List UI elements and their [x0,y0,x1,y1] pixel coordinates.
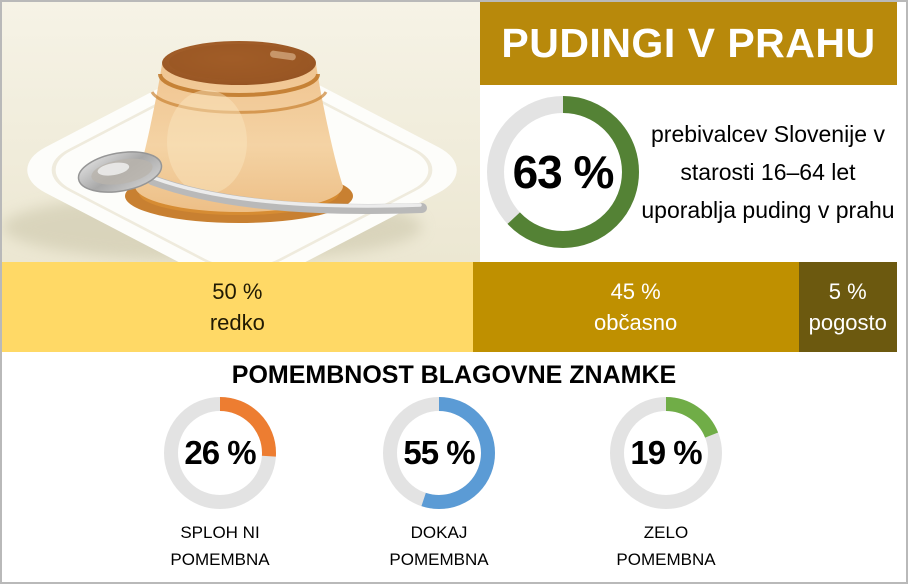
segment-percent: 50 % [212,278,263,304]
importance-percent-value: 55 % [403,434,475,471]
importance-section: POMEMBNOST BLAGOVNE ZNAMKE 26 % SPLOH NI… [2,361,906,582]
importance-item-dokaj: 55 % DOKAJ POMEMBNA [363,397,515,573]
frequency-segment-redko: 50 % redko [2,262,473,352]
top-right-panel: PUDINGI V PRAHU 63 % prebivalcev Sloveni… [480,2,906,262]
donut-ring [487,96,639,248]
importance-percent-value: 19 % [630,434,702,471]
frequency-band: 50 % redko 45 % občasno 5 % pogosto [2,262,897,352]
donut-ring [610,397,722,509]
segment-label: pogosto [808,309,887,335]
segment-percent: 5 % [828,278,867,304]
donut-ring [164,397,276,509]
usage-percent-value: 63 % [512,146,615,198]
page-title: PUDINGI V PRAHU [501,20,876,66]
usage-description: prebivalcev Slovenije v starosti 16–64 l… [641,121,895,223]
importance-item-sploh-ni: 26 % SPLOH NI POMEMBNA [144,397,296,573]
caramel-pudding-illustration [2,2,480,262]
importance-donut-chart: 55 % [383,397,495,509]
page-title-banner: PUDINGI V PRAHU [480,2,897,85]
importance-donut-row: 26 % SPLOH NI POMEMBNA 55 % DOKAJ POMEMB… [2,397,906,573]
segment-label: občasno [594,309,678,335]
importance-label: ZELO POMEMBNA [616,523,716,569]
importance-donut-chart: 19 % [610,397,722,509]
segment-percent: 45 % [610,278,661,304]
importance-percent-value: 26 % [184,434,256,471]
caramel-pudding-photo [2,2,480,262]
importance-item-zelo: 19 % ZELO POMEMBNA [590,397,742,573]
importance-donut-chart: 26 % [164,397,276,509]
importance-label: DOKAJ POMEMBNA [389,523,489,569]
importance-title: POMEMBNOST BLAGOVNE ZNAMKE [231,361,677,389]
segment-label: redko [209,309,265,335]
top-section: PUDINGI V PRAHU 63 % prebivalcev Sloveni… [2,2,906,262]
usage-donut-chart: 63 % [487,96,639,248]
frequency-segment-obcasno: 45 % občasno [472,262,799,352]
importance-label: SPLOH NI POMEMBNA [170,523,270,569]
usage-stat: 63 % prebivalcev Slovenije v starosti 16… [480,96,897,248]
frequency-segment-pogosto: 5 % pogosto [798,262,897,352]
donut-ring [383,397,495,509]
